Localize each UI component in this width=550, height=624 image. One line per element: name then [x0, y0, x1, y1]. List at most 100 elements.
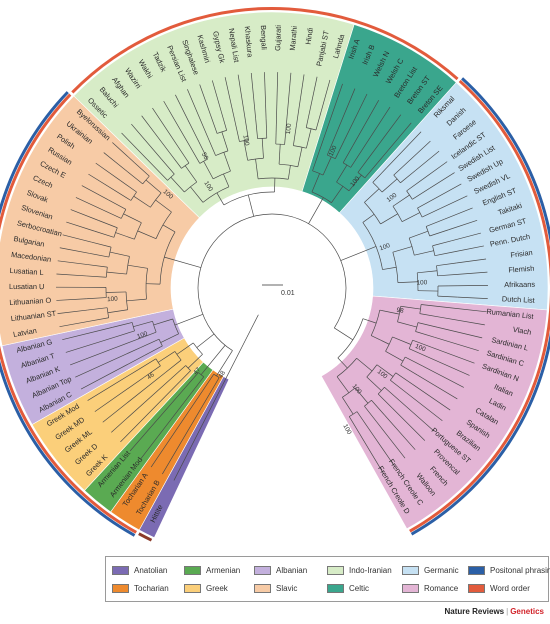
- branch: [408, 140, 431, 162]
- branch: [414, 250, 434, 256]
- branch: [94, 230, 115, 238]
- branch: [115, 330, 135, 338]
- branch: [138, 358, 157, 370]
- branch: [103, 152, 128, 172]
- branch: [335, 140, 345, 159]
- branch: [66, 221, 95, 232]
- branch: [392, 336, 412, 345]
- branch: [308, 197, 324, 224]
- branch: [406, 178, 424, 192]
- bootstrap-value: 56: [200, 151, 210, 161]
- branch: [312, 151, 320, 171]
- branch: [126, 171, 143, 185]
- branch: [191, 376, 205, 393]
- feature-bar: [138, 532, 153, 542]
- branch: [340, 246, 377, 261]
- branch: [350, 150, 362, 168]
- branch: [293, 125, 297, 146]
- legend-item-indo-iranian: Indo-Iranian: [327, 564, 392, 577]
- branch: [62, 326, 113, 340]
- leaf-label: Dutch List: [502, 294, 535, 305]
- branch: [456, 258, 487, 264]
- branch: [390, 379, 407, 393]
- leaf-label: Lusatian U: [9, 282, 44, 291]
- branch: [115, 232, 135, 240]
- branch: [196, 333, 215, 348]
- legend-item-romance: Romance: [402, 582, 458, 595]
- branch: [203, 161, 214, 180]
- branch: [102, 209, 122, 219]
- branch: [357, 156, 371, 173]
- branch: [397, 281, 418, 283]
- feature-bar: [71, 7, 459, 94]
- branch: [112, 322, 133, 328]
- branch: [405, 356, 424, 367]
- branch: [395, 372, 413, 385]
- branch: [220, 111, 228, 131]
- branch: [334, 327, 354, 341]
- legend-item-germanic: Germanic: [402, 564, 459, 577]
- bootstrap-value: 100: [416, 279, 427, 286]
- branch: [208, 377, 220, 396]
- branch: [295, 74, 305, 126]
- branch: [371, 335, 390, 345]
- legend-swatch: [327, 584, 344, 593]
- bootstrap-value: 100: [328, 144, 339, 157]
- branch: [409, 348, 428, 358]
- branch: [400, 305, 421, 310]
- branch: [137, 331, 157, 340]
- branch: [454, 245, 484, 253]
- branch: [210, 114, 218, 134]
- branch: [334, 88, 356, 137]
- branch: [380, 213, 398, 225]
- branch: [448, 220, 478, 231]
- branch: [184, 165, 198, 183]
- branch: [199, 84, 211, 115]
- legend-swatch: [327, 566, 344, 575]
- branch: [305, 107, 311, 128]
- branch: [361, 106, 391, 151]
- branch: [376, 364, 394, 377]
- branch: [113, 189, 132, 201]
- branch: [202, 186, 230, 203]
- branch: [86, 275, 107, 278]
- leaf-label: Gujarati: [273, 25, 283, 51]
- branch: [417, 198, 436, 209]
- branch: [224, 77, 236, 123]
- branch: [401, 212, 421, 222]
- branch: [392, 252, 399, 283]
- branch: [427, 356, 470, 376]
- branch: [75, 347, 141, 378]
- branch: [352, 100, 380, 146]
- branch: [457, 271, 488, 275]
- branch: [348, 416, 360, 434]
- branch: [133, 195, 151, 208]
- bootstrap-value: 48: [217, 369, 227, 379]
- branch: [434, 183, 462, 199]
- branch: [163, 100, 191, 147]
- branch: [107, 309, 128, 314]
- branch: [400, 364, 419, 376]
- branch: [88, 173, 115, 191]
- bootstrap-value: 100: [379, 242, 392, 252]
- branch: [153, 318, 173, 326]
- branch: [377, 122, 412, 163]
- branch: [417, 322, 438, 328]
- leaf-label: Frisian: [510, 248, 533, 260]
- legend-label: Romance: [424, 584, 459, 593]
- branch: [397, 321, 417, 328]
- branch: [159, 231, 176, 285]
- credit-journal: Genetics: [510, 607, 544, 616]
- bootstrap-value: 100: [107, 295, 119, 303]
- legend-label: Slavic: [276, 584, 298, 593]
- branch: [429, 172, 455, 189]
- branch: [59, 247, 90, 254]
- branch: [56, 298, 87, 301]
- branch: [216, 350, 233, 377]
- branch: [436, 262, 457, 267]
- branch: [255, 118, 258, 139]
- branch: [284, 124, 287, 145]
- feature-bars: [0, 7, 550, 542]
- branch: [106, 271, 127, 275]
- branch: [362, 222, 383, 270]
